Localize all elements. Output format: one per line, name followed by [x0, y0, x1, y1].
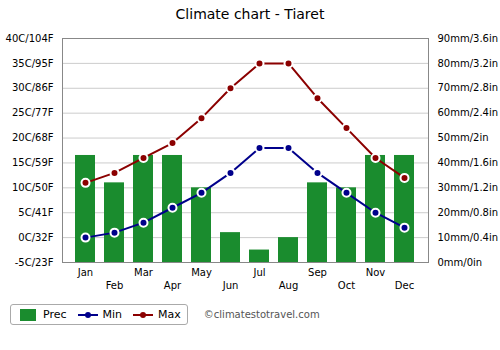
svg-text:5C/41F: 5C/41F [18, 207, 53, 218]
html-text:©climatestotravel.com: ©climatestotravel.com [203, 309, 320, 320]
svg-text:-5C/23F: -5C/23F [15, 257, 54, 268]
svg-text:80mm/3.2in: 80mm/3.2in [438, 58, 499, 69]
svg-text:30mm/1.2in: 30mm/1.2in [438, 182, 499, 193]
svg-text:Aug: Aug [279, 280, 299, 291]
svg-text:Mar: Mar [134, 267, 154, 278]
html-text:Prec: Prec [43, 308, 67, 321]
svg-text:Sep: Sep [308, 267, 327, 278]
html-text:Min: Min [102, 308, 123, 321]
svg-text:70mm/2.8in: 70mm/2.8in [438, 82, 499, 93]
svg-text:60mm/2.4in: 60mm/2.4in [438, 107, 499, 118]
svg-text:Jun: Jun [222, 280, 239, 291]
svg-text:0C/32F: 0C/32F [18, 232, 53, 243]
svg-text:Jul: Jul [252, 267, 265, 278]
svg-text:Dec: Dec [395, 280, 414, 291]
svg-text:30C/86F: 30C/86F [12, 82, 54, 93]
svg-text:15C/59F: 15C/59F [12, 157, 54, 168]
svg-text:10mm/0.4in: 10mm/0.4in [438, 232, 499, 243]
svg-text:40mm/1.6in: 40mm/1.6in [438, 157, 499, 168]
svg-text:Feb: Feb [106, 280, 124, 291]
svg-text:50mm/2in: 50mm/2in [438, 132, 489, 143]
html-text:Climate chart - Tiaret: Climate chart - Tiaret [175, 6, 325, 22]
svg-text:35C/95F: 35C/95F [12, 58, 54, 69]
svg-text:Jan: Jan [77, 267, 93, 278]
svg-text:20C/68F: 20C/68F [12, 132, 54, 143]
svg-text:10C/50F: 10C/50F [12, 182, 54, 193]
html-text:Max: Max [158, 308, 181, 321]
svg-text:Nov: Nov [366, 267, 386, 278]
svg-text:20mm/0.8in: 20mm/0.8in [438, 207, 499, 218]
svg-text:40C/104F: 40C/104F [6, 33, 54, 44]
svg-text:May: May [191, 267, 212, 278]
svg-text:25C/77F: 25C/77F [12, 107, 54, 118]
svg-text:Oct: Oct [338, 280, 355, 291]
svg-text:Apr: Apr [164, 280, 182, 291]
svg-text:90mm/3.6in: 90mm/3.6in [438, 33, 499, 44]
svg-text:0mm/0in: 0mm/0in [438, 257, 483, 268]
